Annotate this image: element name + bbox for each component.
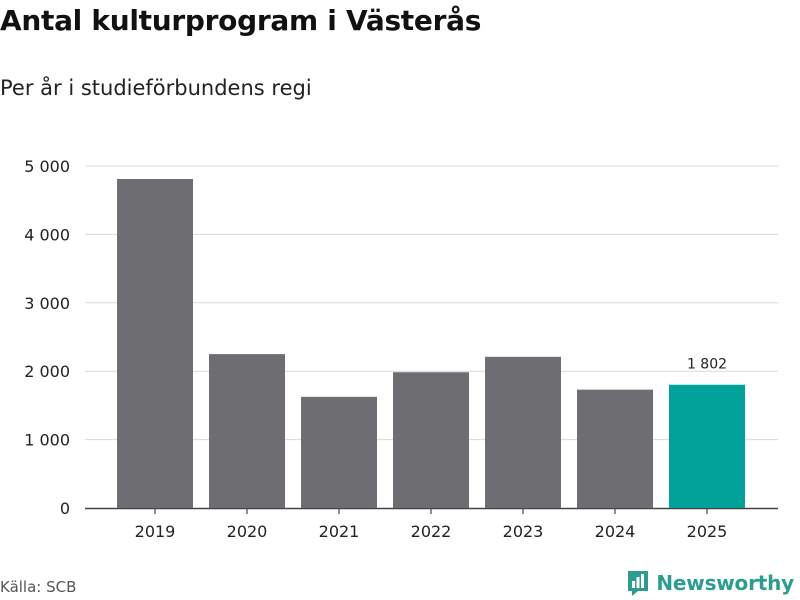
bar <box>393 372 469 508</box>
y-tick-label: 3 000 <box>24 294 70 313</box>
chart-title: Antal kulturprogram i Västerås <box>0 4 482 37</box>
bar <box>669 384 745 508</box>
y-tick-label: 4 000 <box>24 225 70 244</box>
x-tick-label: 2022 <box>411 522 452 541</box>
bar <box>117 178 193 508</box>
newsworthy-logo-icon <box>628 571 649 596</box>
y-tick-label: 5 000 <box>24 157 70 176</box>
x-tick-label: 2024 <box>595 522 636 541</box>
bar <box>301 396 377 508</box>
data-label: 1 802 <box>687 357 727 373</box>
newsworthy-logo: Newsworthy <box>626 569 794 597</box>
y-tick-label: 0 <box>60 499 70 518</box>
brand-name: Newsworthy <box>656 571 794 595</box>
y-tick-label: 2 000 <box>24 362 70 381</box>
bar <box>485 356 561 508</box>
x-tick-label: 2025 <box>687 522 728 541</box>
chart-subtitle: Per år i studieförbundens regi <box>0 76 312 100</box>
x-tick-label: 2019 <box>135 522 176 541</box>
source-note: Källa: SCB <box>0 578 77 596</box>
y-tick-label: 1 000 <box>24 431 70 450</box>
x-tick-label: 2023 <box>503 522 544 541</box>
x-tick-label: 2020 <box>227 522 268 541</box>
x-tick-label: 2021 <box>319 522 360 541</box>
bar <box>577 389 653 508</box>
bar <box>209 354 285 508</box>
